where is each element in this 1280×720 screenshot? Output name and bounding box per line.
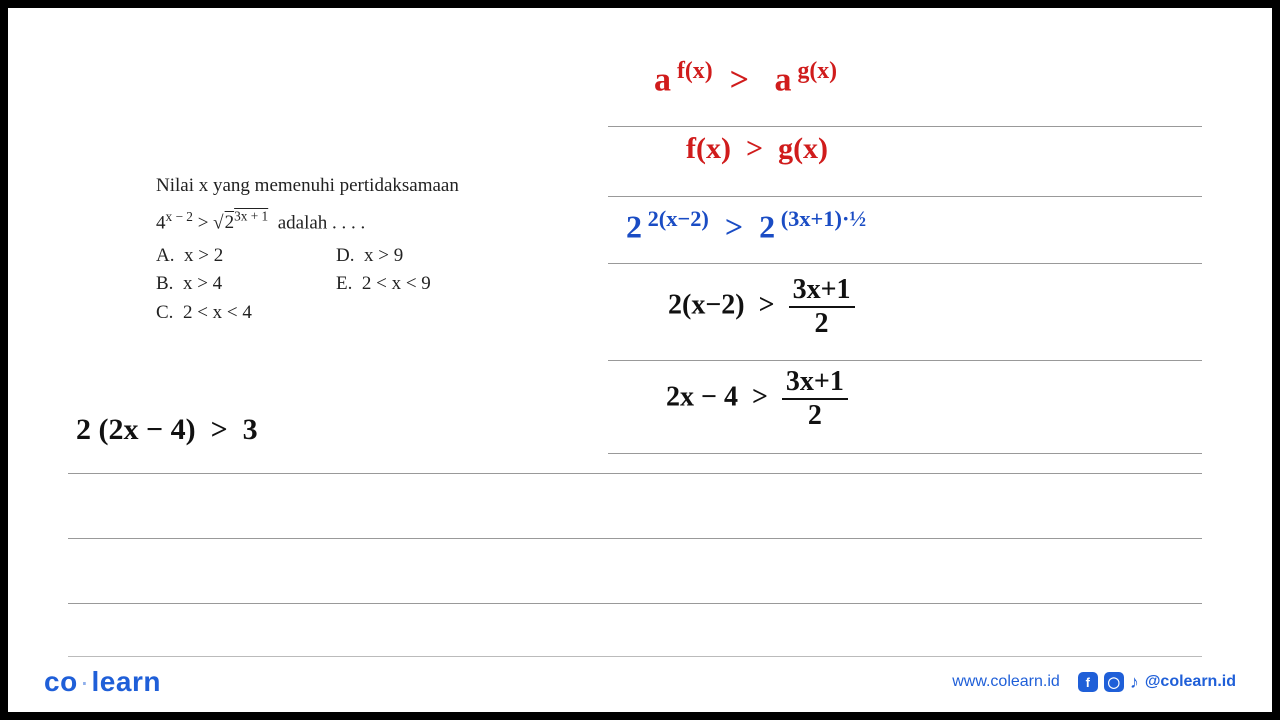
handwriting-blue-1: 2 2(x−2) > 2 (3x+1)·½ xyxy=(626,206,866,246)
option-d: D. x > 9 xyxy=(336,243,516,270)
footer-right: www.colearn.id f ◯ ♪ @colearn.id xyxy=(952,672,1236,693)
footer: co·learn www.colearn.id f ◯ ♪ @colearn.i… xyxy=(8,652,1272,712)
instagram-icon: ◯ xyxy=(1104,672,1124,692)
social-handle: @colearn.id xyxy=(1145,673,1236,691)
rule-line xyxy=(68,538,1202,539)
brand-logo: co·learn xyxy=(44,666,161,698)
whiteboard-page: Nilai x yang memenuhi pertidaksamaan 4x … xyxy=(8,8,1272,712)
facebook-icon: f xyxy=(1078,672,1098,692)
option-c: C. 2 < x < 4 xyxy=(156,300,336,327)
tiktok-icon: ♪ xyxy=(1130,672,1139,693)
question-block: Nilai x yang memenuhi pertidaksamaan 4x … xyxy=(156,173,576,326)
answer-options: A. x > 2 D. x > 9 B. x > 4 E. 2 < x < 9 … xyxy=(156,243,576,327)
question-prompt: Nilai x yang memenuhi pertidaksamaan xyxy=(156,173,576,200)
brand-dot: · xyxy=(78,666,92,697)
handwriting-black-left: 2 (2x − 4) > 3 xyxy=(76,413,258,447)
question-formula: 4x − 2 > √23x + 1 adalah . . . . xyxy=(156,208,576,237)
option-e: E. 2 < x < 9 xyxy=(336,271,516,298)
handwriting-black-1: 2(x−2) > 3x+12 xyxy=(668,276,855,338)
handwriting-black-2: 2x − 4 > 3x+12 xyxy=(666,368,848,430)
rule-line xyxy=(68,603,1202,604)
rule-line xyxy=(608,453,1202,454)
rule-line xyxy=(68,473,1202,474)
rule-line xyxy=(608,263,1202,264)
handwriting-red-1: a f(x) > a g(x) xyxy=(654,58,837,99)
rule-line xyxy=(608,360,1202,361)
option-b: B. x > 4 xyxy=(156,271,336,298)
handwriting-red-2: f(x) > g(x) xyxy=(686,132,828,166)
rule-line xyxy=(608,196,1202,197)
social-icons: f ◯ ♪ @colearn.id xyxy=(1078,672,1236,693)
option-a: A. x > 2 xyxy=(156,243,336,270)
footer-url: www.colearn.id xyxy=(952,673,1060,691)
rule-line xyxy=(608,126,1202,127)
